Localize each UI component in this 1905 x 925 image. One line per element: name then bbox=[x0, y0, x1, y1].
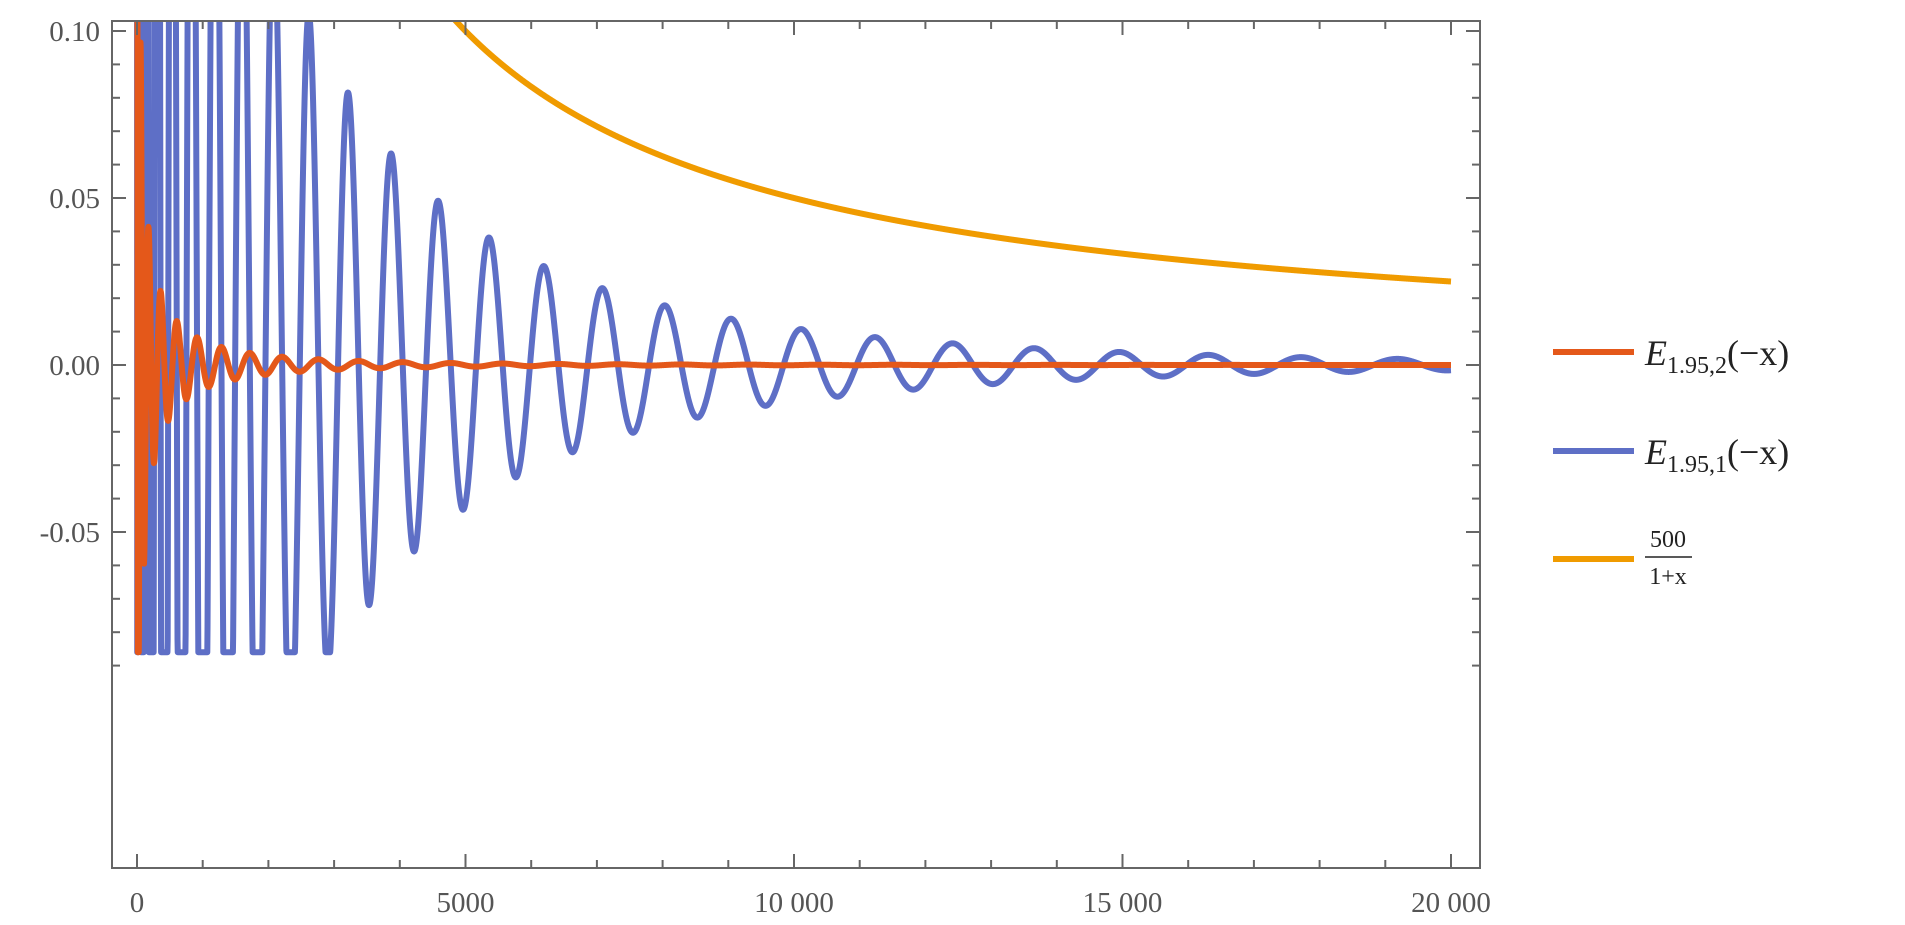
series-e-1-95-1-line bbox=[134, 21, 1454, 656]
series-e-1-95-2-line bbox=[134, 21, 1454, 656]
legend-label-e-1-95-2: E1.95,2(−x) bbox=[1644, 333, 1789, 379]
x-tick-label: 10 000 bbox=[754, 887, 834, 919]
x-tick-label: 5000 bbox=[437, 887, 495, 919]
y-tick-label: -0.05 bbox=[40, 517, 100, 549]
legend-label-denominator: 1+x bbox=[1649, 564, 1687, 590]
legend-label-e-1-95-1: E1.95,1(−x) bbox=[1644, 432, 1789, 478]
x-tick-label: 0 bbox=[130, 887, 145, 919]
y-tick-label: 0.10 bbox=[49, 16, 100, 48]
legend-label-numerator: 500 bbox=[1650, 527, 1686, 553]
plot-frame bbox=[111, 20, 1481, 869]
y-tick-label: 0.05 bbox=[49, 183, 100, 215]
x-tick-label: 20 000 bbox=[1411, 887, 1491, 919]
x-tick-label: 15 000 bbox=[1083, 887, 1163, 919]
series-500-over-1-plus-x-line bbox=[451, 21, 1454, 285]
legend: E1.95,2(−x) E1.95,1(−x) 500 1+x bbox=[1553, 333, 1789, 590]
y-tick-label: 0.00 bbox=[49, 350, 100, 382]
